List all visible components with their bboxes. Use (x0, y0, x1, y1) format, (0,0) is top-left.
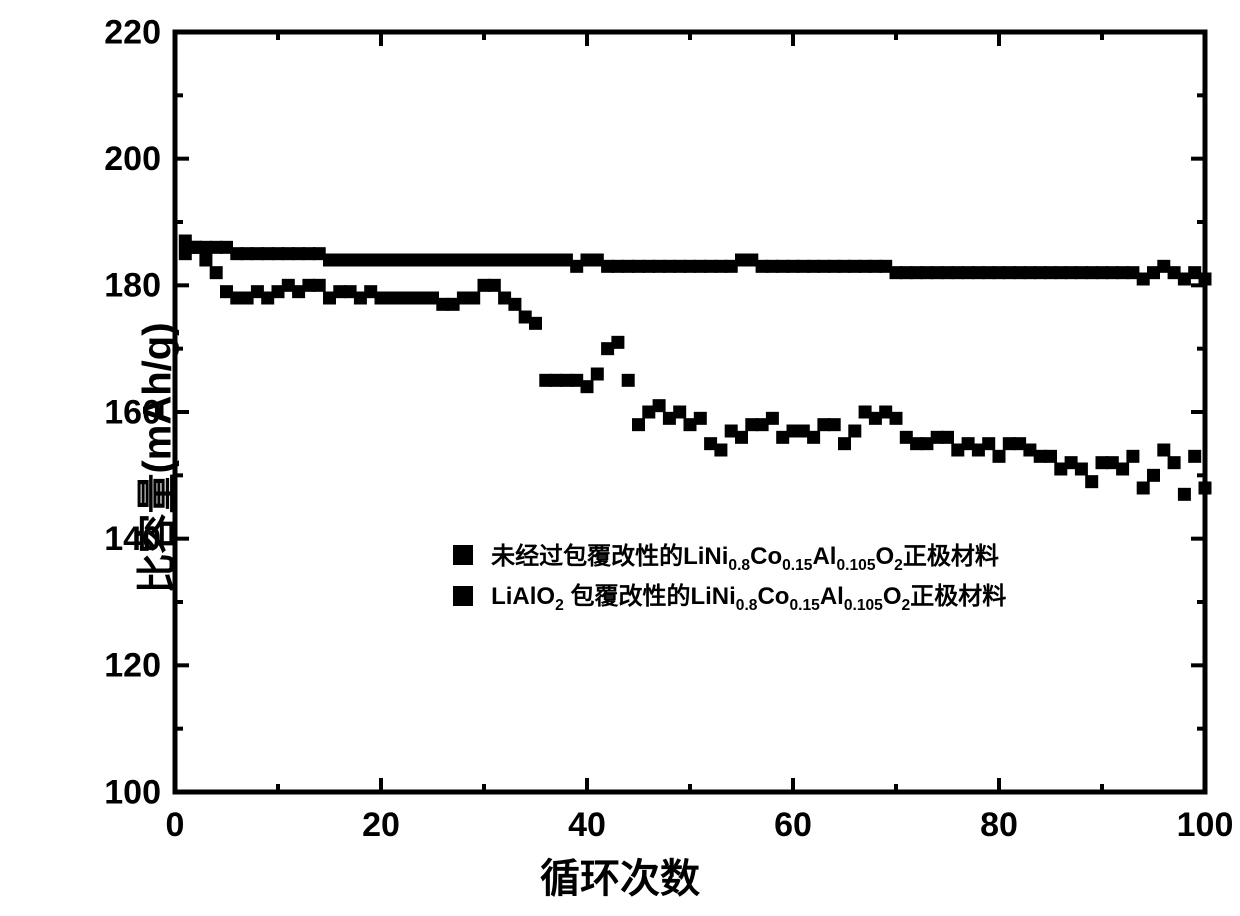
chart-container: 020406080100100120140160180200220 比容量(mA… (0, 0, 1240, 916)
svg-text:0: 0 (166, 806, 185, 844)
svg-text:120: 120 (104, 647, 161, 685)
legend-item: 未经过包覆改性的LiNi0.8Co0.15Al0.105O2正极材料 (453, 536, 1006, 575)
svg-text:60: 60 (774, 806, 812, 844)
svg-text:180: 180 (104, 267, 161, 305)
svg-text:100: 100 (1177, 806, 1234, 844)
legend: 未经过包覆改性的LiNi0.8Co0.15Al0.105O2正极材料LiAlO2… (453, 534, 1006, 618)
chart-svg: 020406080100100120140160180200220 (0, 0, 1240, 916)
svg-text:20: 20 (362, 806, 400, 844)
legend-item: LiAlO2 包覆改性的LiNi0.8Co0.15Al0.105O2正极材料 (453, 576, 1006, 615)
legend-label: LiAlO2 包覆改性的LiNi0.8Co0.15Al0.105O2正极材料 (491, 576, 1006, 615)
svg-text:220: 220 (104, 13, 161, 51)
svg-text:200: 200 (104, 140, 161, 178)
svg-text:40: 40 (568, 806, 606, 844)
legend-swatch-icon (453, 586, 473, 606)
y-axis-label: 比容量(mAh/g) (125, 322, 183, 593)
svg-text:80: 80 (980, 806, 1018, 844)
svg-text:100: 100 (104, 773, 161, 811)
legend-swatch-icon (453, 545, 473, 565)
x-axis-label: 循环次数 (540, 846, 700, 904)
legend-label: 未经过包覆改性的LiNi0.8Co0.15Al0.105O2正极材料 (491, 536, 999, 575)
